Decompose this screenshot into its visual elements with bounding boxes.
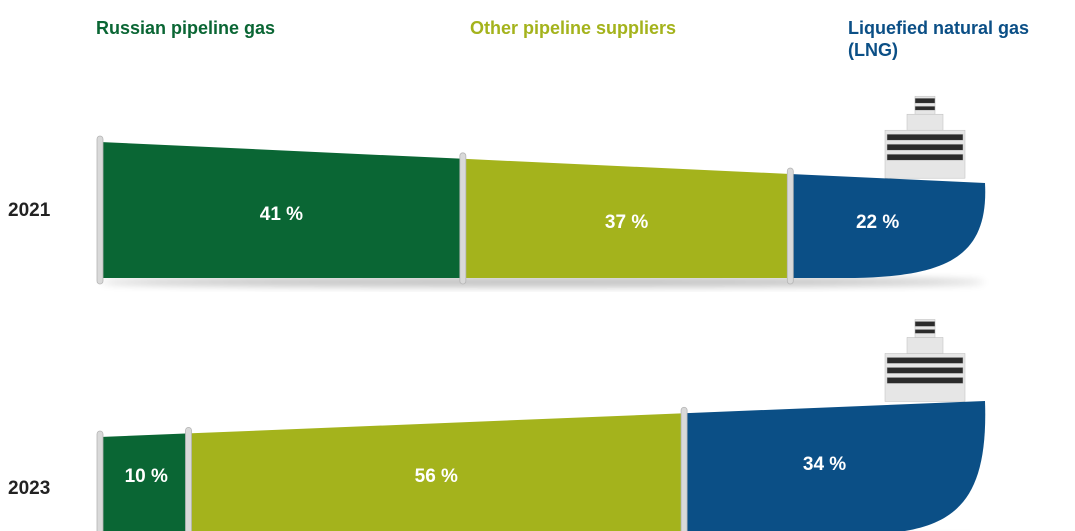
data-label-2023-3: 34 % [803, 454, 846, 475]
legend-lng: Liquefied natural gas (LNG) [848, 18, 1030, 60]
ship-funnel-2023 [884, 319, 966, 402]
bar-divider-2021-0 [96, 135, 104, 285]
year-label-2021: 2021 [8, 200, 51, 221]
legend-russian: Russian pipeline gas [96, 18, 276, 38]
data-label-2023-2: 56 % [415, 466, 458, 487]
bar-segment-2023-2 [188, 413, 685, 531]
data-label-2021-2: 37 % [605, 212, 648, 233]
ship-funnel-2021 [884, 95, 966, 179]
bar-segment-2021-1 [100, 142, 463, 278]
hull-shadow-2021 [100, 277, 985, 287]
data-label-2021-3: 22 % [856, 212, 899, 233]
bar-divider-2021-1 [459, 152, 467, 285]
bar-segment-2021-3 [790, 173, 986, 278]
data-label-2021-1: 41 % [260, 204, 303, 225]
legend-other: Other pipeline suppliers [470, 18, 677, 38]
bar-divider-2023-1 [185, 427, 192, 531]
bar-divider-2021-2 [786, 167, 794, 285]
bar-segment-2023-1 [100, 433, 189, 531]
bar-segment-2023-3 [684, 401, 986, 531]
bar-divider-2023-0 [96, 430, 104, 531]
data-label-2023-1: 10 % [125, 466, 168, 487]
year-label-2023: 2023 [8, 478, 51, 499]
bar-segment-2021-2 [462, 158, 791, 278]
bar-divider-2023-2 [680, 406, 688, 531]
